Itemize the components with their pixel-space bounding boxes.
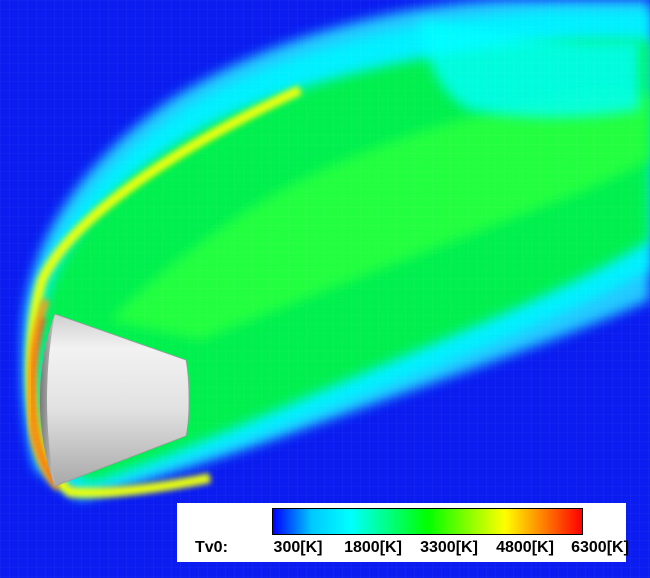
capsule-heatshield xyxy=(40,314,55,486)
colorbar-tick-label: 4800[K] xyxy=(496,539,554,556)
colorbar-tick-label: 6300[K] xyxy=(571,539,629,556)
colorbar-tick-label: 3300[K] xyxy=(420,539,478,556)
colorbar-tick-label: 1800[K] xyxy=(344,539,402,556)
colorbar-variable-label: Tv0: xyxy=(195,539,228,556)
colorbar-legend: Tv0: 300[K] 1800[K] 3300[K] 4800[K] 6300… xyxy=(177,503,629,562)
colorbar xyxy=(272,508,583,535)
colorbar-tick-label: 300[K] xyxy=(273,539,323,556)
